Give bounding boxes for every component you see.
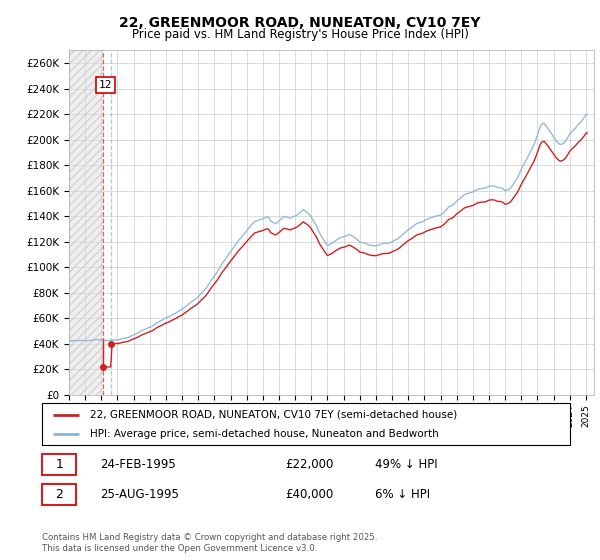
Bar xyxy=(69,50,103,395)
Text: 49% ↓ HPI: 49% ↓ HPI xyxy=(374,458,437,471)
Text: 22, GREENMOOR ROAD, NUNEATON, CV10 7EY (semi-detached house): 22, GREENMOOR ROAD, NUNEATON, CV10 7EY (… xyxy=(89,409,457,419)
Text: 1: 1 xyxy=(55,458,64,471)
Text: 22, GREENMOOR ROAD, NUNEATON, CV10 7EY: 22, GREENMOOR ROAD, NUNEATON, CV10 7EY xyxy=(119,16,481,30)
Text: £40,000: £40,000 xyxy=(285,488,333,501)
Text: 25-AUG-1995: 25-AUG-1995 xyxy=(100,488,179,501)
Text: 24-FEB-1995: 24-FEB-1995 xyxy=(100,458,176,471)
Text: HPI: Average price, semi-detached house, Nuneaton and Bedworth: HPI: Average price, semi-detached house,… xyxy=(89,429,438,439)
FancyBboxPatch shape xyxy=(42,484,76,506)
Text: 2: 2 xyxy=(55,488,64,501)
Text: 12: 12 xyxy=(99,80,112,90)
Text: Price paid vs. HM Land Registry's House Price Index (HPI): Price paid vs. HM Land Registry's House … xyxy=(131,28,469,41)
FancyBboxPatch shape xyxy=(42,454,76,475)
Text: 6% ↓ HPI: 6% ↓ HPI xyxy=(374,488,430,501)
Text: £22,000: £22,000 xyxy=(285,458,333,471)
Text: Contains HM Land Registry data © Crown copyright and database right 2025.
This d: Contains HM Land Registry data © Crown c… xyxy=(42,533,377,553)
